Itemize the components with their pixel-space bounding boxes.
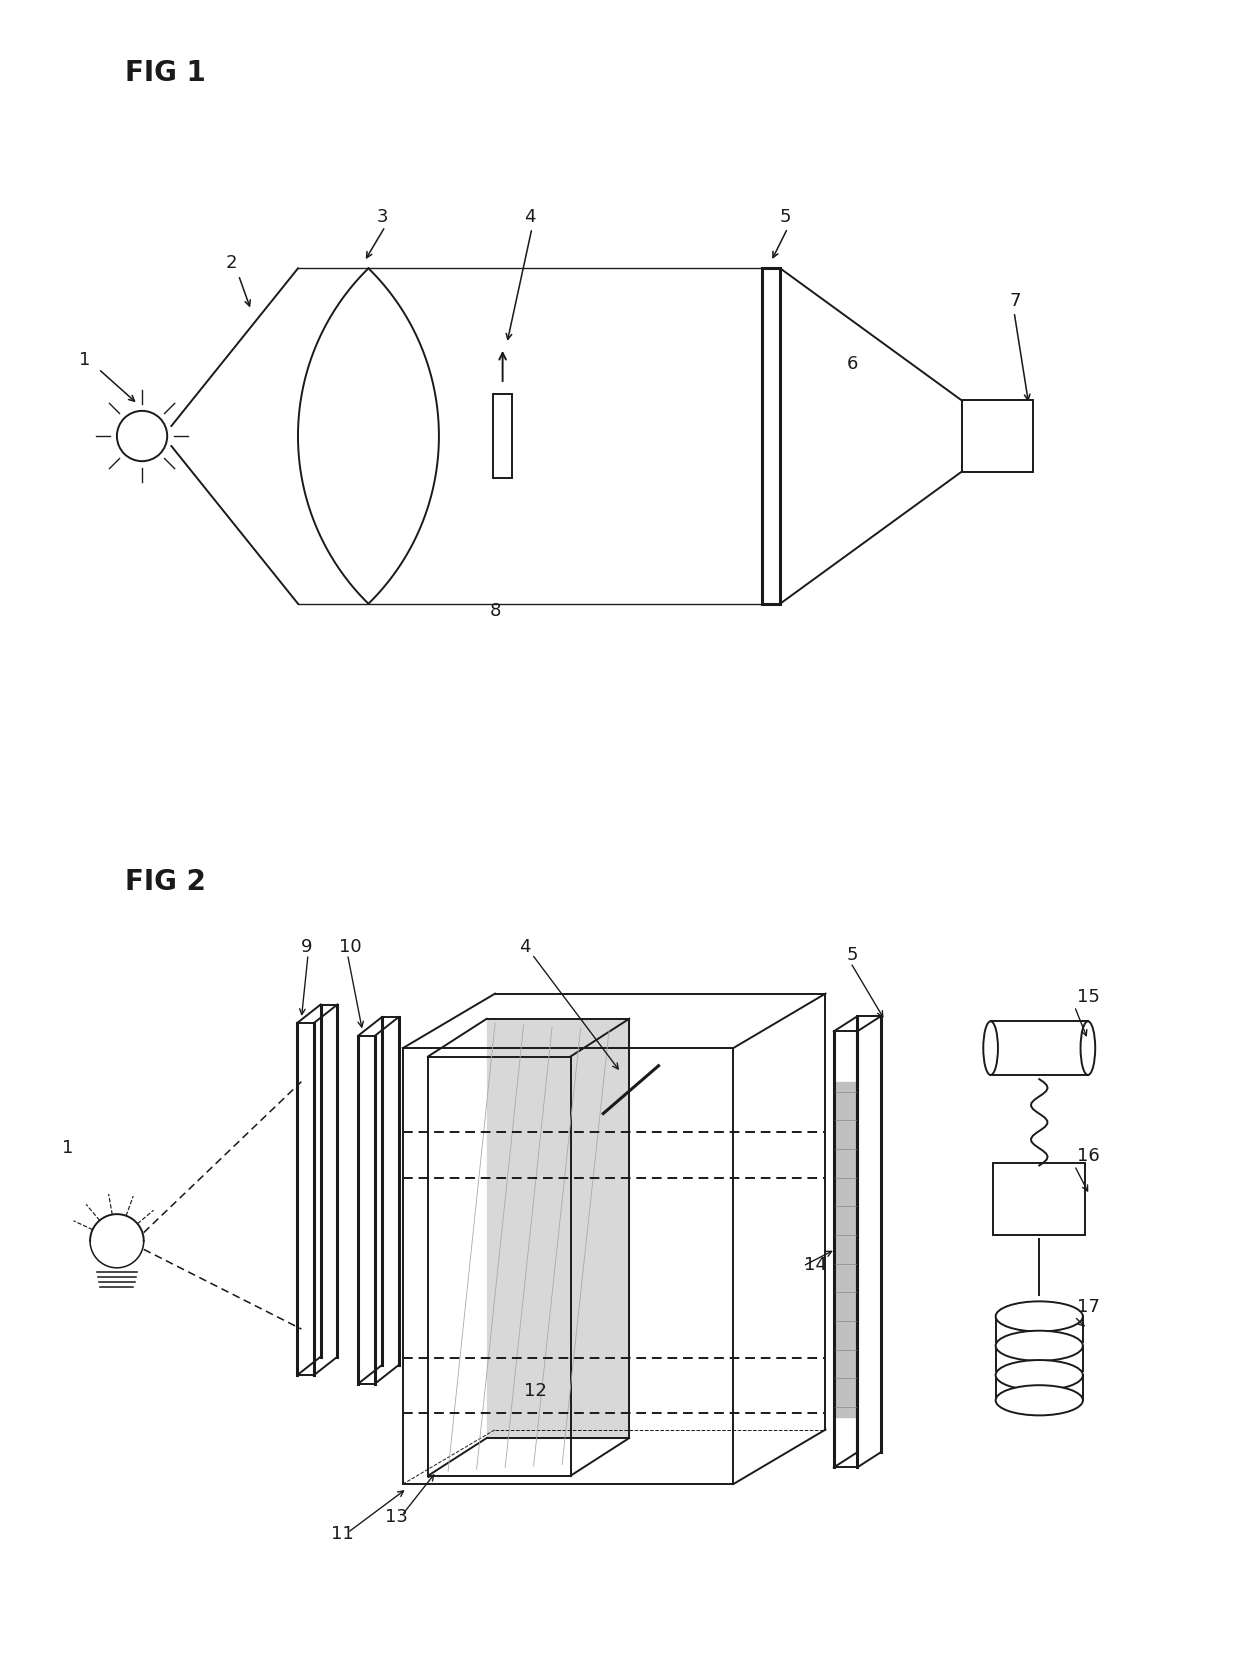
Text: 2: 2 <box>226 255 237 272</box>
Text: 1: 1 <box>62 1139 73 1157</box>
Ellipse shape <box>983 1021 998 1075</box>
Ellipse shape <box>1080 1021 1095 1075</box>
Text: FIG 1: FIG 1 <box>125 59 206 87</box>
Text: 17: 17 <box>1078 1298 1100 1316</box>
FancyBboxPatch shape <box>991 1021 1087 1075</box>
Text: 9: 9 <box>301 937 312 956</box>
Text: 4: 4 <box>523 208 536 226</box>
Ellipse shape <box>996 1332 1083 1362</box>
Text: FIG 2: FIG 2 <box>125 869 206 896</box>
Text: 8: 8 <box>490 602 501 620</box>
Text: 5: 5 <box>779 208 791 226</box>
Text: 4: 4 <box>520 937 531 956</box>
Text: 1: 1 <box>79 350 91 369</box>
Text: 6: 6 <box>847 356 858 372</box>
Ellipse shape <box>996 1301 1083 1332</box>
Text: 16: 16 <box>1078 1147 1100 1166</box>
FancyBboxPatch shape <box>761 268 780 604</box>
Text: 7: 7 <box>1009 292 1022 310</box>
Ellipse shape <box>996 1360 1083 1390</box>
FancyBboxPatch shape <box>962 401 1033 471</box>
FancyBboxPatch shape <box>996 1375 1083 1400</box>
Ellipse shape <box>996 1385 1083 1415</box>
Text: 5: 5 <box>847 946 858 964</box>
FancyBboxPatch shape <box>494 394 512 478</box>
Text: 11: 11 <box>331 1524 353 1543</box>
FancyBboxPatch shape <box>993 1164 1085 1234</box>
Text: 13: 13 <box>386 1508 408 1526</box>
FancyBboxPatch shape <box>996 1316 1083 1342</box>
Text: 15: 15 <box>1078 988 1100 1006</box>
Text: 14: 14 <box>805 1256 827 1275</box>
FancyBboxPatch shape <box>996 1345 1083 1372</box>
Polygon shape <box>833 1082 857 1417</box>
Text: 10: 10 <box>339 937 362 956</box>
Polygon shape <box>486 1018 629 1437</box>
Text: 12: 12 <box>523 1382 547 1400</box>
Text: 3: 3 <box>377 208 388 226</box>
